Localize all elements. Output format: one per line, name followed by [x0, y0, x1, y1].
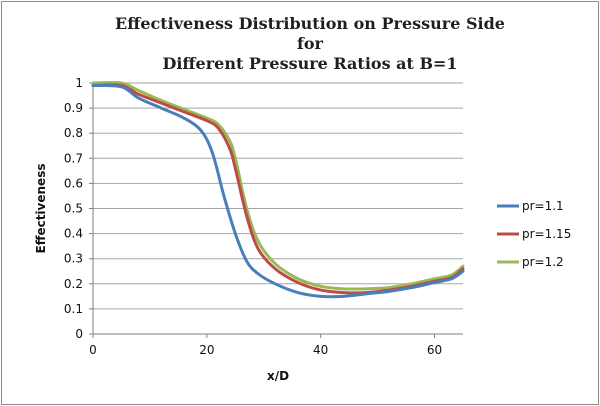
y-tick-label: 0.4 [64, 227, 83, 241]
y-tick-label: 0.2 [64, 277, 83, 291]
y-tick-label: 0.3 [64, 252, 83, 266]
y-axis-label: Effectiveness [34, 164, 48, 254]
chart-title-line-2: Different Pressure Ratios at B=1 [162, 54, 458, 73]
y-tick-label: 0.7 [64, 151, 83, 165]
x-axis-label: x/D [267, 369, 289, 383]
y-tick-label: 0 [75, 327, 83, 341]
x-tick-label: 40 [313, 343, 328, 357]
y-tick-label: 0.1 [64, 302, 83, 316]
legend-label: pr=1.2 [522, 255, 564, 269]
series-line-pr=1.2 [91, 80, 465, 291]
y-tick-label: 1 [75, 76, 83, 90]
series-line-pr=1.15 [91, 83, 465, 295]
y-tick-label: 0.5 [64, 202, 83, 216]
chart-title-line-1: Effectiveness Distribution on Pressure S… [115, 14, 505, 53]
y-tick-label: 0.6 [64, 176, 83, 190]
y-tick-label: 0.8 [64, 126, 83, 140]
x-tick-label: 60 [427, 343, 442, 357]
series-line-pr=1.1 [91, 83, 465, 299]
y-tick-label: 0.9 [64, 101, 83, 115]
legend-label: pr=1.15 [522, 227, 571, 241]
x-tick-label: 0 [89, 343, 97, 357]
chart-title: Effectiveness Distribution on Pressure S… [100, 14, 520, 74]
x-tick-label: 20 [199, 343, 214, 357]
legend-label: pr=1.1 [522, 199, 564, 213]
